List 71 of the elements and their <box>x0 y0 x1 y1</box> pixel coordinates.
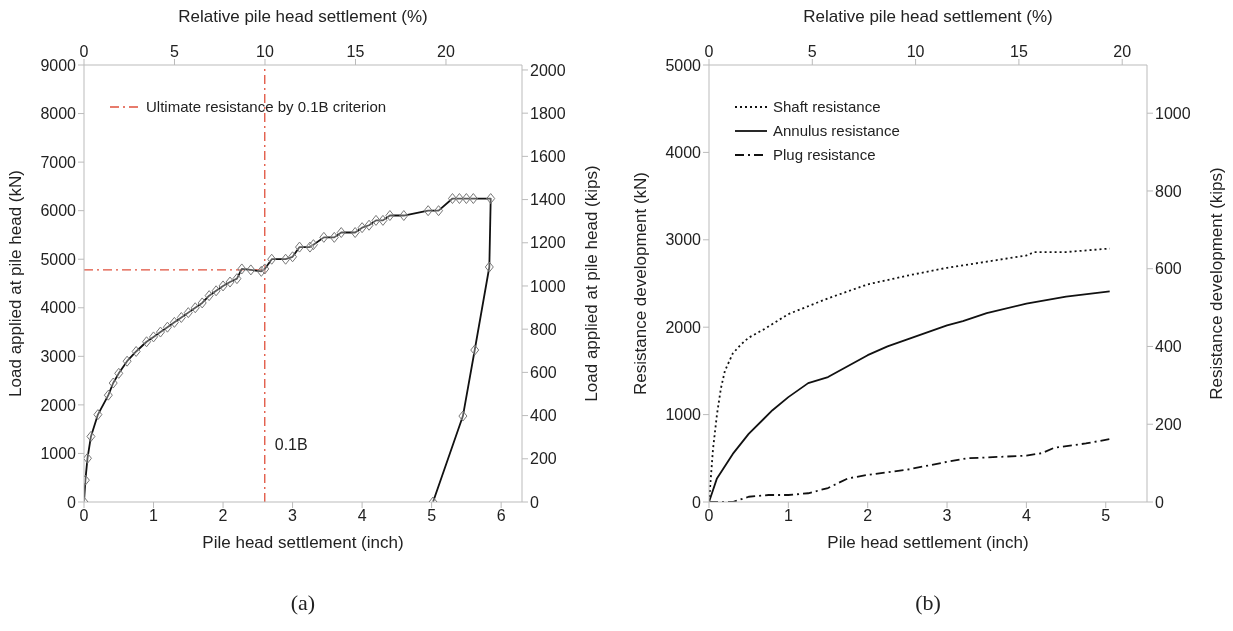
x2-tick-label: 10 <box>906 43 925 60</box>
y-tick-label: 4000 <box>40 299 77 317</box>
x-axis-title: Pile head settlement (inch) <box>827 533 1029 552</box>
text: (b) <box>914 590 942 616</box>
x-tick-label: 4 <box>1021 507 1031 525</box>
y2-tick-label: 2000 <box>530 61 566 79</box>
y-tick-label: 4000 <box>665 144 702 162</box>
y-axis-title: Resistance development (kN) <box>631 172 651 395</box>
legend-label: Plug resistance <box>773 145 876 165</box>
x-tick-label: 1 <box>783 507 793 525</box>
x2-tick-label: 10 <box>256 43 274 60</box>
x2-tick-label: 0 <box>79 43 89 60</box>
y2-tick-label: 800 <box>1155 182 1182 200</box>
legend-label: Annulus resistance <box>773 121 900 141</box>
x2-tick-label: 5 <box>170 43 180 60</box>
legend-label: Shaft resistance <box>773 97 881 117</box>
x2-tick-label: 20 <box>437 43 455 60</box>
y2-tick-label: 800 <box>530 320 557 338</box>
y-tick-label: 0 <box>692 493 702 511</box>
x2-tick-label: 15 <box>1010 43 1028 60</box>
x-axis-title: Pile head settlement (inch) <box>202 533 404 552</box>
x-tick-label: 4 <box>357 507 367 525</box>
x2-tick-label: 15 <box>346 43 365 60</box>
x2-tick-label: 0 <box>704 43 714 60</box>
y2-axis-title: Resistance development (kips) <box>1207 167 1227 400</box>
legend-label: Ultimate resistance by 0.1B criterion <box>146 97 387 117</box>
x2-tick-label: 20 <box>1113 43 1132 60</box>
y2-tick-label: 1800 <box>530 104 566 122</box>
y2-tick-label: 200 <box>530 450 557 468</box>
y-tick-label: 2000 <box>40 396 77 414</box>
ref-line-label: 0.1B <box>274 436 308 453</box>
y-tick-label: 9000 <box>40 56 77 74</box>
x-tick-label: 6 <box>496 507 506 525</box>
text: (a) <box>289 590 317 616</box>
x-tick-label: 0 <box>704 507 714 525</box>
x-tick-label: 5 <box>1101 507 1111 525</box>
y2-tick-label: 600 <box>1155 260 1182 278</box>
y-tick-label: 1000 <box>665 406 702 424</box>
y-tick-label: 0 <box>67 493 77 511</box>
y-tick-label: 1000 <box>40 445 77 463</box>
y-tick-label: 6000 <box>40 202 77 220</box>
x2-tick-label: 5 <box>807 43 817 60</box>
y-tick-label: 5000 <box>40 250 77 268</box>
y2-axis-title: Load applied at pile head (kips) <box>582 165 602 402</box>
y-tick-label: 7000 <box>40 153 77 171</box>
x-tick-label: 1 <box>149 507 159 525</box>
x-tick-label: 0 <box>79 507 89 525</box>
y2-tick-label: 400 <box>1155 338 1182 356</box>
y2-tick-label: 400 <box>530 407 557 425</box>
y2-tick-label: 1600 <box>530 148 566 166</box>
y-axis-title: Load applied at pile head (kN) <box>6 170 26 397</box>
y2-tick-label: 600 <box>530 364 557 382</box>
x-tick-label: 3 <box>288 507 298 525</box>
y-tick-label: 3000 <box>40 348 77 366</box>
y-tick-label: 5000 <box>665 56 702 74</box>
y-tick-label: 2000 <box>665 318 702 336</box>
x2-axis-title: Relative pile head settlement (%) <box>803 7 1053 27</box>
y2-tick-label: 1000 <box>1155 104 1191 122</box>
y2-tick-label: 1200 <box>530 234 566 252</box>
y2-tick-label: 1400 <box>530 191 566 209</box>
x-tick-label: 3 <box>942 507 952 525</box>
y-tick-label: 8000 <box>40 105 77 123</box>
y2-tick-label: 0 <box>530 493 539 511</box>
y2-tick-label: 200 <box>1155 415 1182 433</box>
x-tick-label: 5 <box>427 507 437 525</box>
y2-tick-label: 0 <box>1155 493 1164 511</box>
y-tick-label: 3000 <box>665 231 702 249</box>
x-tick-label: 2 <box>863 507 873 525</box>
y2-tick-label: 1000 <box>530 277 566 295</box>
x-tick-label: 2 <box>218 507 228 525</box>
x2-axis-title: Relative pile head settlement (%) <box>178 7 428 27</box>
